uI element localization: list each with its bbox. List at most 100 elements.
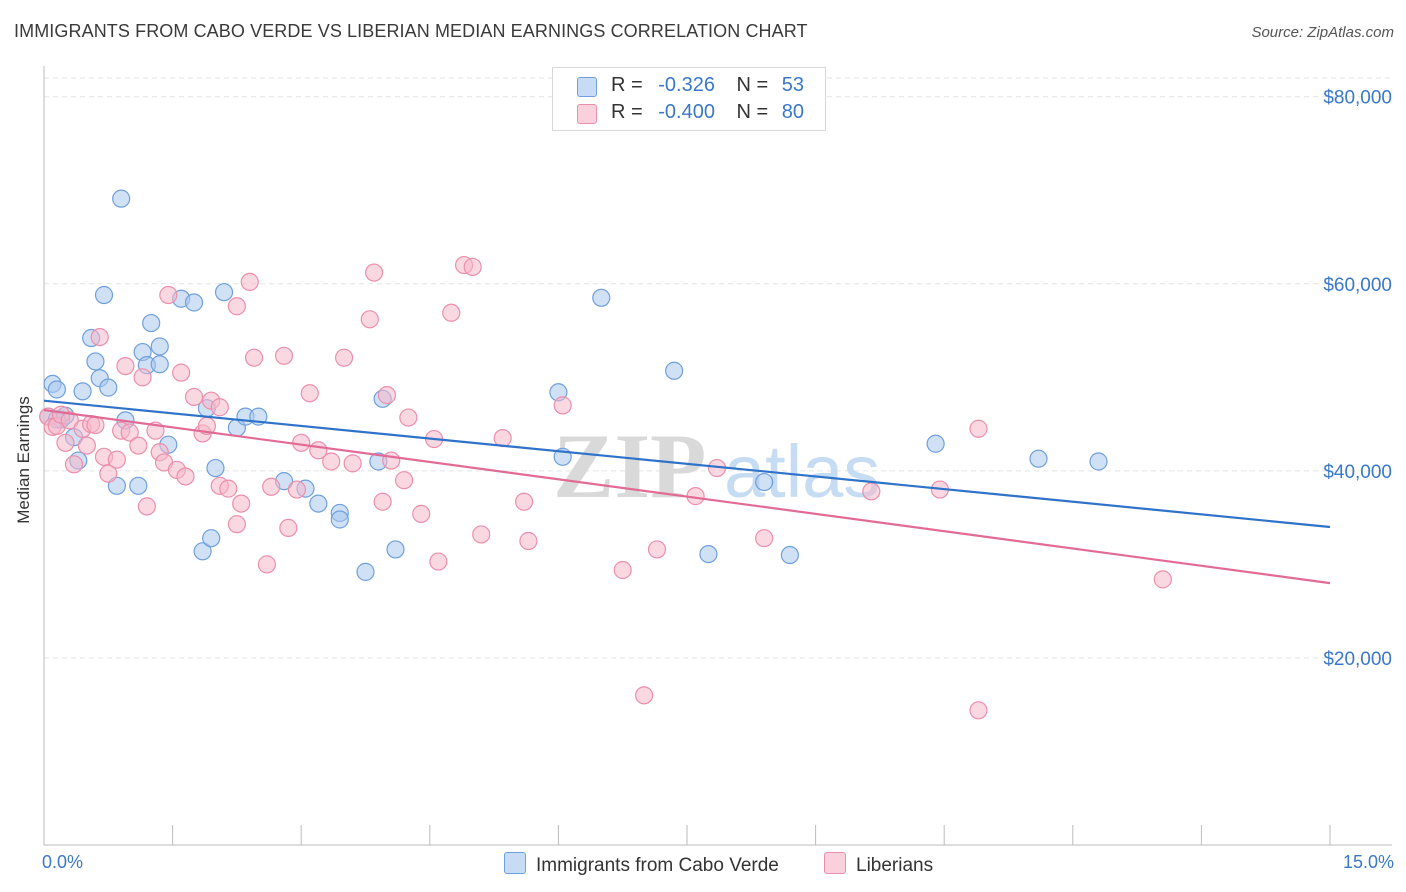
data-point bbox=[309, 494, 328, 513]
y-axis-label: Median Earnings bbox=[14, 396, 33, 524]
data-point bbox=[219, 479, 238, 498]
data-point bbox=[150, 355, 169, 374]
data-point bbox=[322, 452, 341, 471]
y-tick-label: $60,000 bbox=[1323, 275, 1392, 296]
data-point bbox=[399, 408, 418, 427]
data-point bbox=[592, 288, 611, 307]
data-point bbox=[150, 337, 169, 356]
data-point bbox=[214, 283, 234, 302]
legend-swatch-cabo-verde bbox=[577, 77, 597, 97]
data-point bbox=[515, 492, 534, 511]
data-point bbox=[969, 701, 988, 720]
data-point bbox=[116, 356, 135, 376]
data-point bbox=[386, 540, 405, 559]
y-tick-label: $20,000 bbox=[1323, 649, 1392, 670]
data-point bbox=[56, 433, 75, 452]
data-point bbox=[73, 382, 92, 401]
data-point bbox=[99, 464, 118, 483]
data-point bbox=[227, 515, 246, 534]
data-point bbox=[1089, 452, 1108, 471]
data-point bbox=[364, 263, 384, 282]
data-point bbox=[94, 285, 114, 305]
data-point bbox=[1153, 570, 1172, 589]
series-layer bbox=[39, 189, 1172, 720]
data-point bbox=[613, 560, 632, 580]
r-label: R = bbox=[611, 74, 643, 96]
watermark-atlas: atlas bbox=[724, 430, 880, 513]
trend-layer bbox=[43, 399, 1331, 585]
data-point bbox=[343, 454, 362, 473]
r-value: -0.400 bbox=[658, 101, 715, 123]
data-point bbox=[647, 540, 667, 559]
data-point bbox=[227, 297, 246, 316]
x-tick-max: 15.0% bbox=[1342, 852, 1394, 872]
data-point bbox=[90, 327, 109, 347]
data-point bbox=[472, 525, 491, 544]
data-point bbox=[635, 686, 654, 705]
data-point bbox=[382, 451, 401, 470]
data-point bbox=[360, 310, 379, 329]
legend-item-liberians: Liberians bbox=[824, 852, 933, 877]
data-point bbox=[699, 545, 718, 564]
data-point bbox=[377, 385, 397, 405]
data-point bbox=[442, 303, 461, 322]
data-point bbox=[47, 380, 66, 399]
data-point bbox=[112, 189, 131, 208]
y-tick-labels: $20,000 $40,000 $60,000 $80,000 bbox=[1323, 88, 1392, 670]
data-point bbox=[257, 555, 277, 574]
data-point bbox=[232, 494, 251, 513]
data-point bbox=[334, 348, 354, 367]
n-label: N = bbox=[736, 74, 769, 96]
series-liberians bbox=[39, 255, 1172, 720]
legend-swatch-cabo-verde bbox=[504, 852, 526, 874]
legend-swatch-liberians bbox=[577, 104, 597, 124]
series-cabo-verde bbox=[39, 189, 1108, 581]
data-point bbox=[193, 542, 212, 561]
grid-lines bbox=[44, 77, 1392, 659]
data-point bbox=[665, 361, 684, 380]
data-point bbox=[330, 510, 349, 529]
source-credit: Source: ZipAtlas.com bbox=[1251, 24, 1394, 41]
data-point bbox=[926, 434, 945, 453]
n-value: 80 bbox=[781, 101, 805, 123]
data-point bbox=[755, 472, 774, 492]
data-point bbox=[287, 480, 307, 499]
data-point bbox=[862, 482, 881, 501]
data-point bbox=[412, 504, 431, 523]
data-point bbox=[394, 471, 414, 490]
data-point bbox=[129, 476, 148, 495]
data-point bbox=[969, 419, 988, 438]
n-label: N = bbox=[736, 101, 769, 123]
data-point bbox=[202, 529, 221, 548]
legend-label-cabo-verde: Immigrants from Cabo Verde bbox=[536, 855, 779, 876]
data-point bbox=[274, 346, 294, 365]
data-point bbox=[780, 545, 799, 565]
trend-line-cabo-verde bbox=[43, 399, 1331, 529]
data-point bbox=[184, 387, 204, 407]
data-point bbox=[463, 257, 482, 277]
data-point bbox=[133, 368, 152, 387]
data-point bbox=[77, 436, 96, 455]
data-point bbox=[300, 384, 319, 403]
data-point bbox=[553, 396, 572, 415]
data-point bbox=[86, 415, 105, 435]
data-point bbox=[356, 562, 375, 581]
axes bbox=[43, 66, 1392, 846]
data-point bbox=[176, 467, 195, 486]
chart-title: IMMIGRANTS FROM CABO VERDE VS LIBERIAN M… bbox=[14, 21, 808, 41]
data-point bbox=[755, 529, 774, 548]
data-point bbox=[107, 450, 126, 469]
correlation-legend: R = -0.326 N = 53 R = -0.400 N = 80 bbox=[552, 67, 826, 131]
data-point bbox=[64, 455, 84, 474]
data-point bbox=[429, 552, 448, 571]
n-value: 53 bbox=[781, 74, 805, 96]
data-point bbox=[1029, 449, 1048, 468]
data-point bbox=[86, 352, 105, 371]
x-tick-min: 0.0% bbox=[42, 852, 84, 872]
data-point bbox=[244, 348, 264, 367]
data-point bbox=[137, 497, 156, 516]
legend-swatch-liberians bbox=[824, 852, 846, 874]
data-point bbox=[519, 531, 538, 551]
legend-item-cabo-verde: Immigrants from Cabo Verde bbox=[504, 852, 779, 877]
trend-line-liberians bbox=[43, 408, 1331, 585]
